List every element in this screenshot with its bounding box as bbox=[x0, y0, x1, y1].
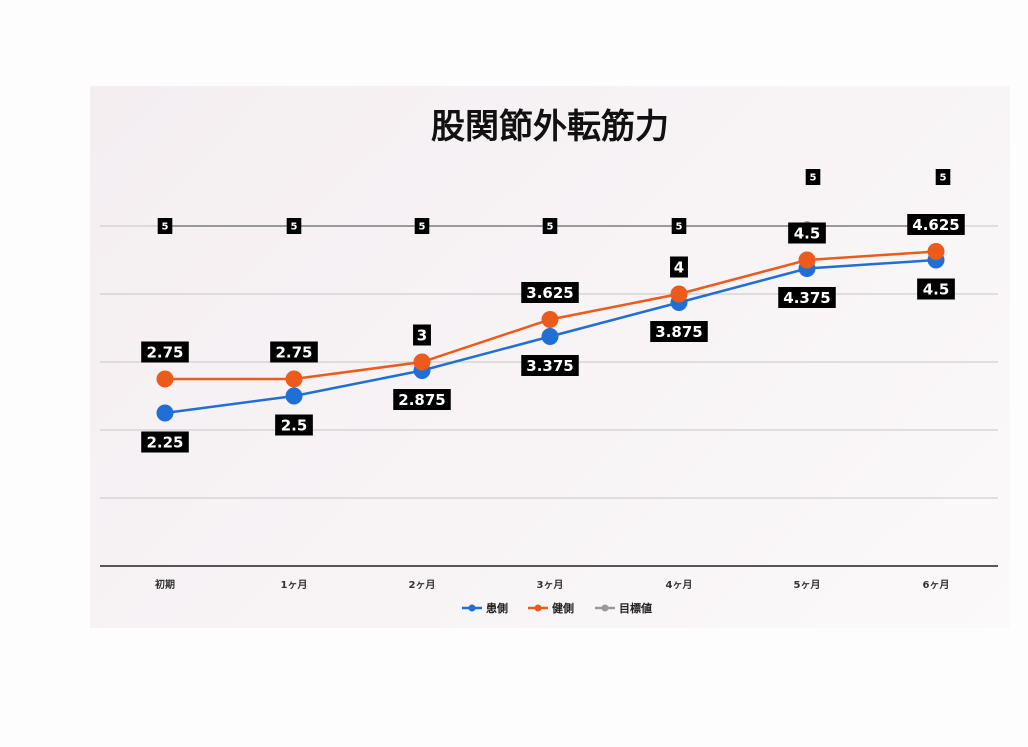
legend-label: 目標値 bbox=[619, 601, 652, 615]
data-label-text: 3.625 bbox=[526, 284, 573, 302]
data-label-box bbox=[270, 341, 318, 363]
data-label: 4.5 bbox=[917, 278, 955, 300]
data-label-box bbox=[935, 169, 951, 185]
legend-item: 目標値 bbox=[595, 601, 652, 615]
data-point bbox=[413, 353, 431, 371]
data-label-box bbox=[141, 341, 189, 363]
data-label-box bbox=[805, 169, 821, 185]
legend: 患側 健側 目標値 bbox=[462, 601, 652, 615]
data-label-text: 3.875 bbox=[655, 323, 702, 341]
data-point bbox=[156, 404, 174, 422]
legend-marker bbox=[601, 604, 609, 612]
data-label-box bbox=[275, 414, 313, 436]
data-label: 5 bbox=[935, 169, 951, 185]
x-tick-label: 3ヶ月 bbox=[537, 579, 564, 591]
data-label: 2.875 bbox=[393, 389, 451, 410]
data-label-box bbox=[917, 278, 955, 300]
data-label-text: 5 bbox=[419, 222, 426, 233]
data-label: 5 bbox=[157, 218, 173, 234]
data-label-box bbox=[907, 214, 965, 235]
data-label: 2.75 bbox=[270, 341, 318, 363]
data-label: 4.375 bbox=[778, 287, 836, 308]
data-label-box bbox=[286, 218, 302, 234]
legend-marker bbox=[468, 604, 476, 612]
data-label: 4 bbox=[670, 256, 688, 278]
data-label-text: 5 bbox=[940, 173, 947, 184]
data-label: 4.625 bbox=[907, 214, 965, 235]
data-label: 2.75 bbox=[141, 341, 189, 363]
data-label-layer: 2.25 2.5 2.875 3.375 3.875 4.375 4.5 2.75 2.75 3 3… bbox=[141, 169, 965, 453]
data-label-box bbox=[521, 355, 579, 376]
data-label-box bbox=[542, 218, 558, 234]
data-label-box bbox=[778, 287, 836, 308]
legend-item: 患側 bbox=[462, 601, 508, 615]
legend-marker bbox=[534, 604, 542, 612]
data-label-box bbox=[788, 222, 826, 244]
data-label-box bbox=[521, 282, 579, 303]
data-label-text: 4 bbox=[674, 258, 684, 276]
x-tick-labels: 初期 1ヶ月 2ヶ月 3ヶ月 4ヶ月 5ヶ月 6ヶ月 bbox=[155, 578, 949, 591]
data-label-text: 4.375 bbox=[783, 289, 830, 307]
data-label: 5 bbox=[671, 218, 687, 234]
data-label-box bbox=[671, 218, 687, 234]
chart-title: 股関節外転筋力 bbox=[431, 107, 669, 147]
grid-layer bbox=[100, 225, 998, 567]
series-layer bbox=[156, 221, 945, 422]
data-label: 3.375 bbox=[521, 355, 579, 376]
x-tick-label: 初期 bbox=[155, 578, 175, 591]
data-label: 5 bbox=[414, 218, 430, 234]
data-label-box bbox=[413, 324, 431, 346]
data-label-text: 3.375 bbox=[526, 357, 573, 375]
data-label: 3.875 bbox=[650, 321, 708, 342]
x-tick-label: 5ヶ月 bbox=[794, 579, 821, 591]
data-label-text: 2.75 bbox=[275, 343, 312, 361]
data-label: 5 bbox=[805, 169, 821, 185]
data-label-text: 5 bbox=[547, 222, 554, 233]
data-point bbox=[927, 243, 945, 260]
data-label-text: 2.75 bbox=[146, 343, 183, 361]
legend-item: 健側 bbox=[528, 601, 574, 615]
data-label-box bbox=[650, 321, 708, 342]
data-label-text: 5 bbox=[676, 222, 683, 233]
data-label: 3.625 bbox=[521, 282, 579, 303]
data-label: 4.5 bbox=[788, 222, 826, 244]
data-label-text: 4.5 bbox=[923, 280, 950, 298]
data-point bbox=[156, 370, 174, 388]
data-point bbox=[670, 285, 688, 303]
data-label-box bbox=[414, 218, 430, 234]
data-point bbox=[541, 311, 559, 328]
x-tick-label: 4ヶ月 bbox=[666, 579, 693, 591]
data-label: 3 bbox=[413, 324, 431, 346]
data-point bbox=[541, 328, 559, 345]
data-label: 2.25 bbox=[141, 431, 189, 453]
data-point bbox=[285, 370, 303, 388]
data-label: 2.5 bbox=[275, 414, 313, 436]
data-label-text: 5 bbox=[810, 173, 817, 184]
data-point bbox=[285, 387, 303, 405]
data-label-text: 3 bbox=[417, 326, 427, 344]
data-label-text: 5 bbox=[162, 222, 169, 233]
data-label-box bbox=[157, 218, 173, 234]
legend-label: 患側 bbox=[486, 601, 508, 615]
legend-label: 健側 bbox=[552, 601, 574, 615]
data-label-box bbox=[670, 256, 688, 278]
chart-svg: 股関節外転筋力 初期 1ヶ月 2ヶ月 3ヶ月 4ヶ月 5ヶ月 6ヶ月 2.25 2.5 2.87… bbox=[100, 107, 998, 615]
data-point bbox=[798, 251, 816, 269]
data-label-text: 4.5 bbox=[794, 224, 821, 242]
data-label-text: 2.25 bbox=[146, 433, 183, 451]
data-label-box bbox=[393, 389, 451, 410]
x-tick-label: 2ヶ月 bbox=[409, 579, 436, 591]
data-label-text: 5 bbox=[291, 222, 298, 233]
data-label-text: 2.875 bbox=[398, 391, 445, 409]
x-tick-label: 6ヶ月 bbox=[923, 579, 950, 591]
data-label-box bbox=[141, 431, 189, 453]
data-label-text: 2.5 bbox=[281, 416, 308, 434]
chart-panel: 股関節外転筋力 初期 1ヶ月 2ヶ月 3ヶ月 4ヶ月 5ヶ月 6ヶ月 2.25 2.5 2.87… bbox=[90, 86, 1010, 628]
data-label: 5 bbox=[542, 218, 558, 234]
data-label-text: 4.625 bbox=[912, 216, 959, 234]
data-label: 5 bbox=[286, 218, 302, 234]
x-tick-label: 1ヶ月 bbox=[281, 579, 308, 591]
